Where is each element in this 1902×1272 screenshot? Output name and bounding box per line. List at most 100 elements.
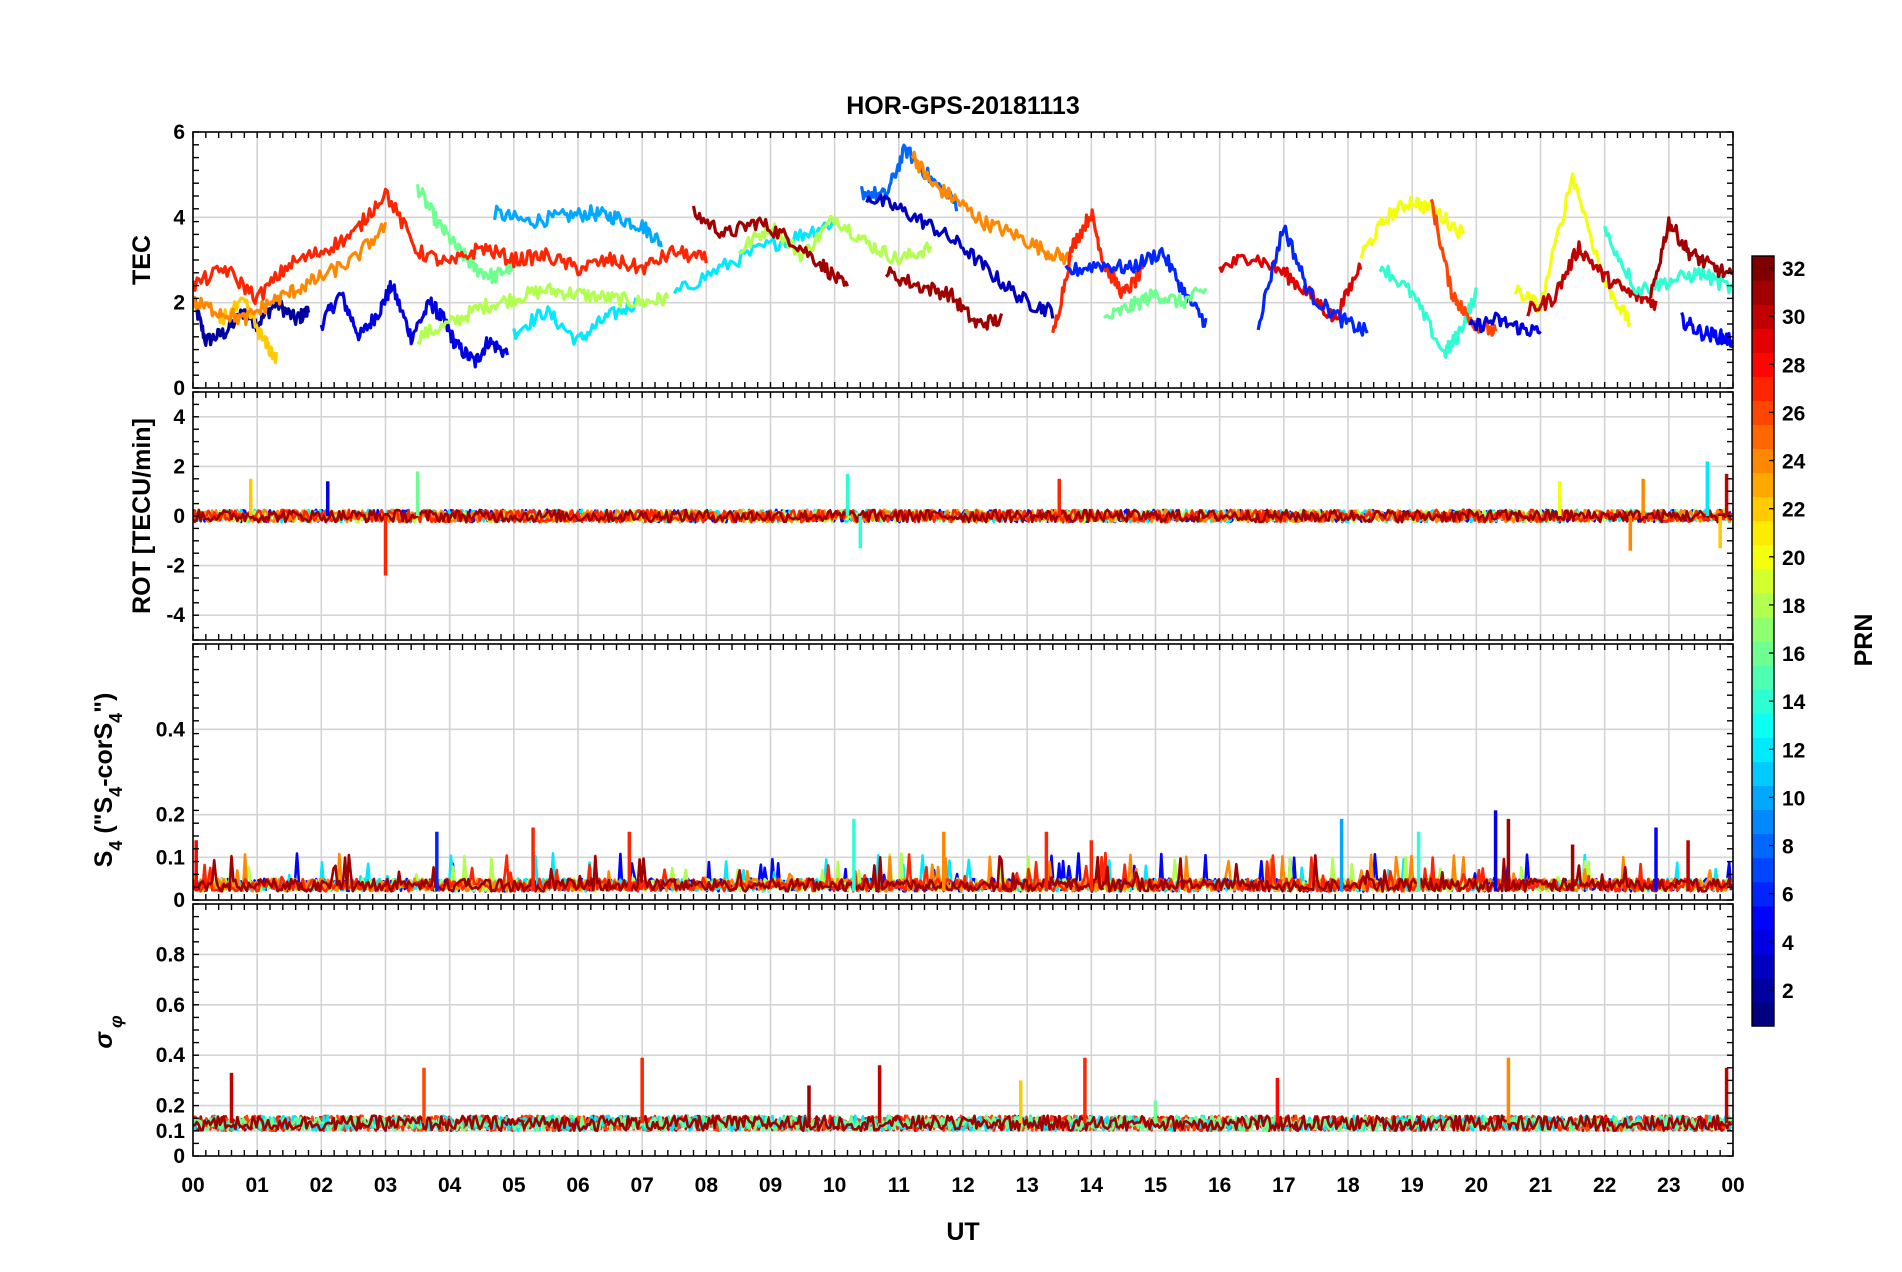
colorbar-bin (1752, 544, 1774, 570)
x-tick-label: 19 (1400, 1174, 1423, 1197)
y-tick-label: 4 (173, 206, 185, 229)
y-tick-label: 0.6 (156, 994, 185, 1017)
colorbar-tick-label: 24 (1782, 451, 1806, 474)
series-group (193, 143, 1733, 369)
sigma-symbol: σ (90, 1031, 118, 1049)
y-tick-label: 0 (173, 377, 185, 400)
x-tick-label: 10 (823, 1174, 846, 1197)
colorbar-bin (1752, 616, 1774, 642)
chart-title: HOR-GPS-20181113 (846, 92, 1079, 120)
y-axis-label-part: 4 (106, 713, 126, 723)
tec-series-prn-16 (1103, 286, 1208, 320)
x-tick-label: 15 (1144, 1174, 1168, 1197)
y-tick-label: 0 (173, 505, 185, 528)
colorbar-tick-label: 10 (1782, 787, 1805, 810)
colorbar-tick-label: 28 (1782, 354, 1806, 377)
x-tick-label: 20 (1465, 1174, 1488, 1197)
tec-series-prn-14 (1378, 264, 1478, 359)
x-tick-label: 05 (502, 1174, 526, 1197)
y-axis-label-text: S4 ("S4-corS4") (90, 693, 126, 868)
tec-series-prn-4 (1468, 311, 1542, 338)
x-tick-labels: 00 01 02 03 04 05 06 07 08 09 10 11 12 13 14 15 16 17 18 19… (181, 1174, 1744, 1197)
tec-series-prn-10 (493, 204, 663, 248)
colorbar-bin (1752, 352, 1774, 377)
minor-ticks (192, 391, 1734, 641)
colorbar-bin (1752, 761, 1774, 786)
y-axis-label-rot: ROT [TECU/min] (128, 418, 156, 614)
x-tick-label: 17 (1272, 1174, 1295, 1197)
colorbar-bin (1752, 929, 1774, 955)
x-tick-label: 00 (1721, 1174, 1744, 1197)
panel-s4: 00.10.20.4S4 ("S4-corS4") (90, 643, 1734, 912)
colorbar-bin (1752, 953, 1774, 979)
colorbar-tick-label: 16 (1782, 643, 1805, 666)
x-tick-label: 14 (1080, 1174, 1104, 1197)
x-tick-label: 03 (374, 1174, 397, 1197)
minor-ticks (192, 131, 1734, 389)
tec-series-prn-6 (1256, 224, 1369, 337)
colorbar-bin (1752, 689, 1774, 714)
y-tick-label: -4 (166, 604, 185, 627)
colorbar-tick-label: 32 (1782, 258, 1805, 281)
tec-series-prn-27 (1051, 208, 1145, 334)
x-tick-label: 06 (566, 1174, 589, 1197)
colorbar-bin (1752, 448, 1774, 474)
trace-prn-31 (193, 853, 1733, 893)
x-tick-label: 16 (1208, 1174, 1231, 1197)
y-axis-label-part: S (90, 851, 118, 868)
colorbar-tick-label: 6 (1782, 884, 1794, 907)
colorbar-bin (1752, 641, 1774, 666)
colorbar-label-text: PRN (1850, 614, 1878, 667)
x-tick-label: 00 (181, 1174, 204, 1197)
x-tick-label: 08 (695, 1174, 719, 1197)
colorbar-tick-label: 2 (1782, 980, 1794, 1003)
y-tick-label: 2 (173, 455, 185, 478)
colorbar-tick-label: 22 (1782, 499, 1805, 522)
y-axis-label-part: ("S (90, 797, 118, 841)
y-tick-label: 0 (173, 1145, 185, 1168)
tec-series-prn-18 (416, 282, 670, 345)
trace-prn-31 (193, 508, 1733, 524)
tec-series-prn-14 (1603, 225, 1733, 297)
tec-series-prn-31 (1648, 216, 1733, 299)
series-group (193, 1057, 1733, 1133)
colorbar-bin (1752, 568, 1774, 594)
tec-series-prn-24 (910, 150, 1074, 266)
axes-frame (192, 643, 1734, 901)
colorbar-bin (1752, 713, 1774, 738)
panel-tec: 0 2 4 6 TEC (128, 121, 1734, 400)
y-tick-label: 0.2 (156, 1095, 185, 1118)
x-tick-label: 21 (1529, 1174, 1553, 1197)
colorbar-bin (1752, 1001, 1774, 1027)
y-tick-label: 0.1 (156, 1120, 186, 1143)
colorbar-tick-label: 26 (1782, 402, 1805, 425)
axes-frame (192, 903, 1734, 1157)
tec-series-prn-27 (193, 187, 708, 306)
x-tick-label: 09 (759, 1174, 782, 1197)
colorbar-bin (1752, 376, 1774, 401)
x-tick-label: 02 (310, 1174, 333, 1197)
tec-series-prn-12 (512, 297, 638, 346)
colorbar-bin (1752, 328, 1774, 353)
colorbar-bin (1752, 496, 1774, 522)
y-tick-label: 0 (173, 889, 185, 912)
colorbar-bin (1752, 280, 1774, 305)
colorbar-bin (1752, 520, 1774, 546)
series-group (193, 810, 1733, 893)
tec-series-prn-18 (737, 214, 933, 267)
tec-series-prn-4 (319, 280, 509, 369)
y-axis-label-text: σφ (90, 1015, 126, 1049)
tec-series-prn-12 (672, 218, 836, 295)
colorbar-tick-label: 14 (1782, 691, 1806, 714)
phi-subscript: φ (106, 1015, 126, 1028)
colorbar-bin (1752, 304, 1774, 329)
x-tick-label: 18 (1336, 1174, 1360, 1197)
y-axis-label-text: TEC (128, 235, 156, 285)
colorbar-bin (1752, 785, 1774, 811)
colorbar-bin (1752, 833, 1774, 859)
colorbar-frame (1751, 255, 1775, 1027)
y-axis-label-part: ") (90, 693, 118, 713)
y-tick-label: 0.2 (156, 804, 185, 827)
y-tick-label: 0.1 (156, 846, 186, 869)
